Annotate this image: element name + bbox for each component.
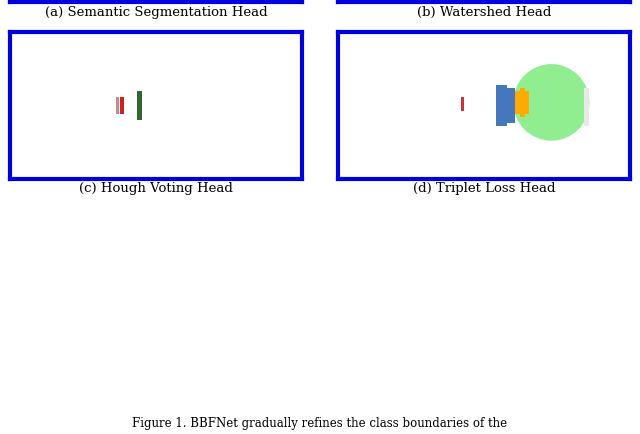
Text: (a) Semantic Segmentation Head: (a) Semantic Segmentation Head — [45, 6, 268, 19]
Bar — [461, 96, 464, 111]
Text: Figure 1. BBFNet gradually refines the class boundaries of the: Figure 1. BBFNet gradually refines the c… — [132, 417, 508, 430]
Bar — [507, 88, 515, 123]
Polygon shape — [10, 0, 302, 2]
Bar — [515, 91, 520, 114]
Text: (b) Watershed Head: (b) Watershed Head — [417, 6, 551, 19]
Bar — [137, 91, 141, 120]
Bar — [525, 91, 529, 114]
Bar — [120, 96, 124, 114]
Bar — [116, 96, 120, 114]
Text: (c) Hough Voting Head: (c) Hough Voting Head — [79, 183, 233, 195]
Bar — [584, 88, 589, 126]
Bar — [520, 88, 525, 117]
Bar — [496, 85, 507, 126]
Text: (d) Triplet Loss Head: (d) Triplet Loss Head — [413, 183, 556, 195]
Ellipse shape — [513, 64, 589, 141]
